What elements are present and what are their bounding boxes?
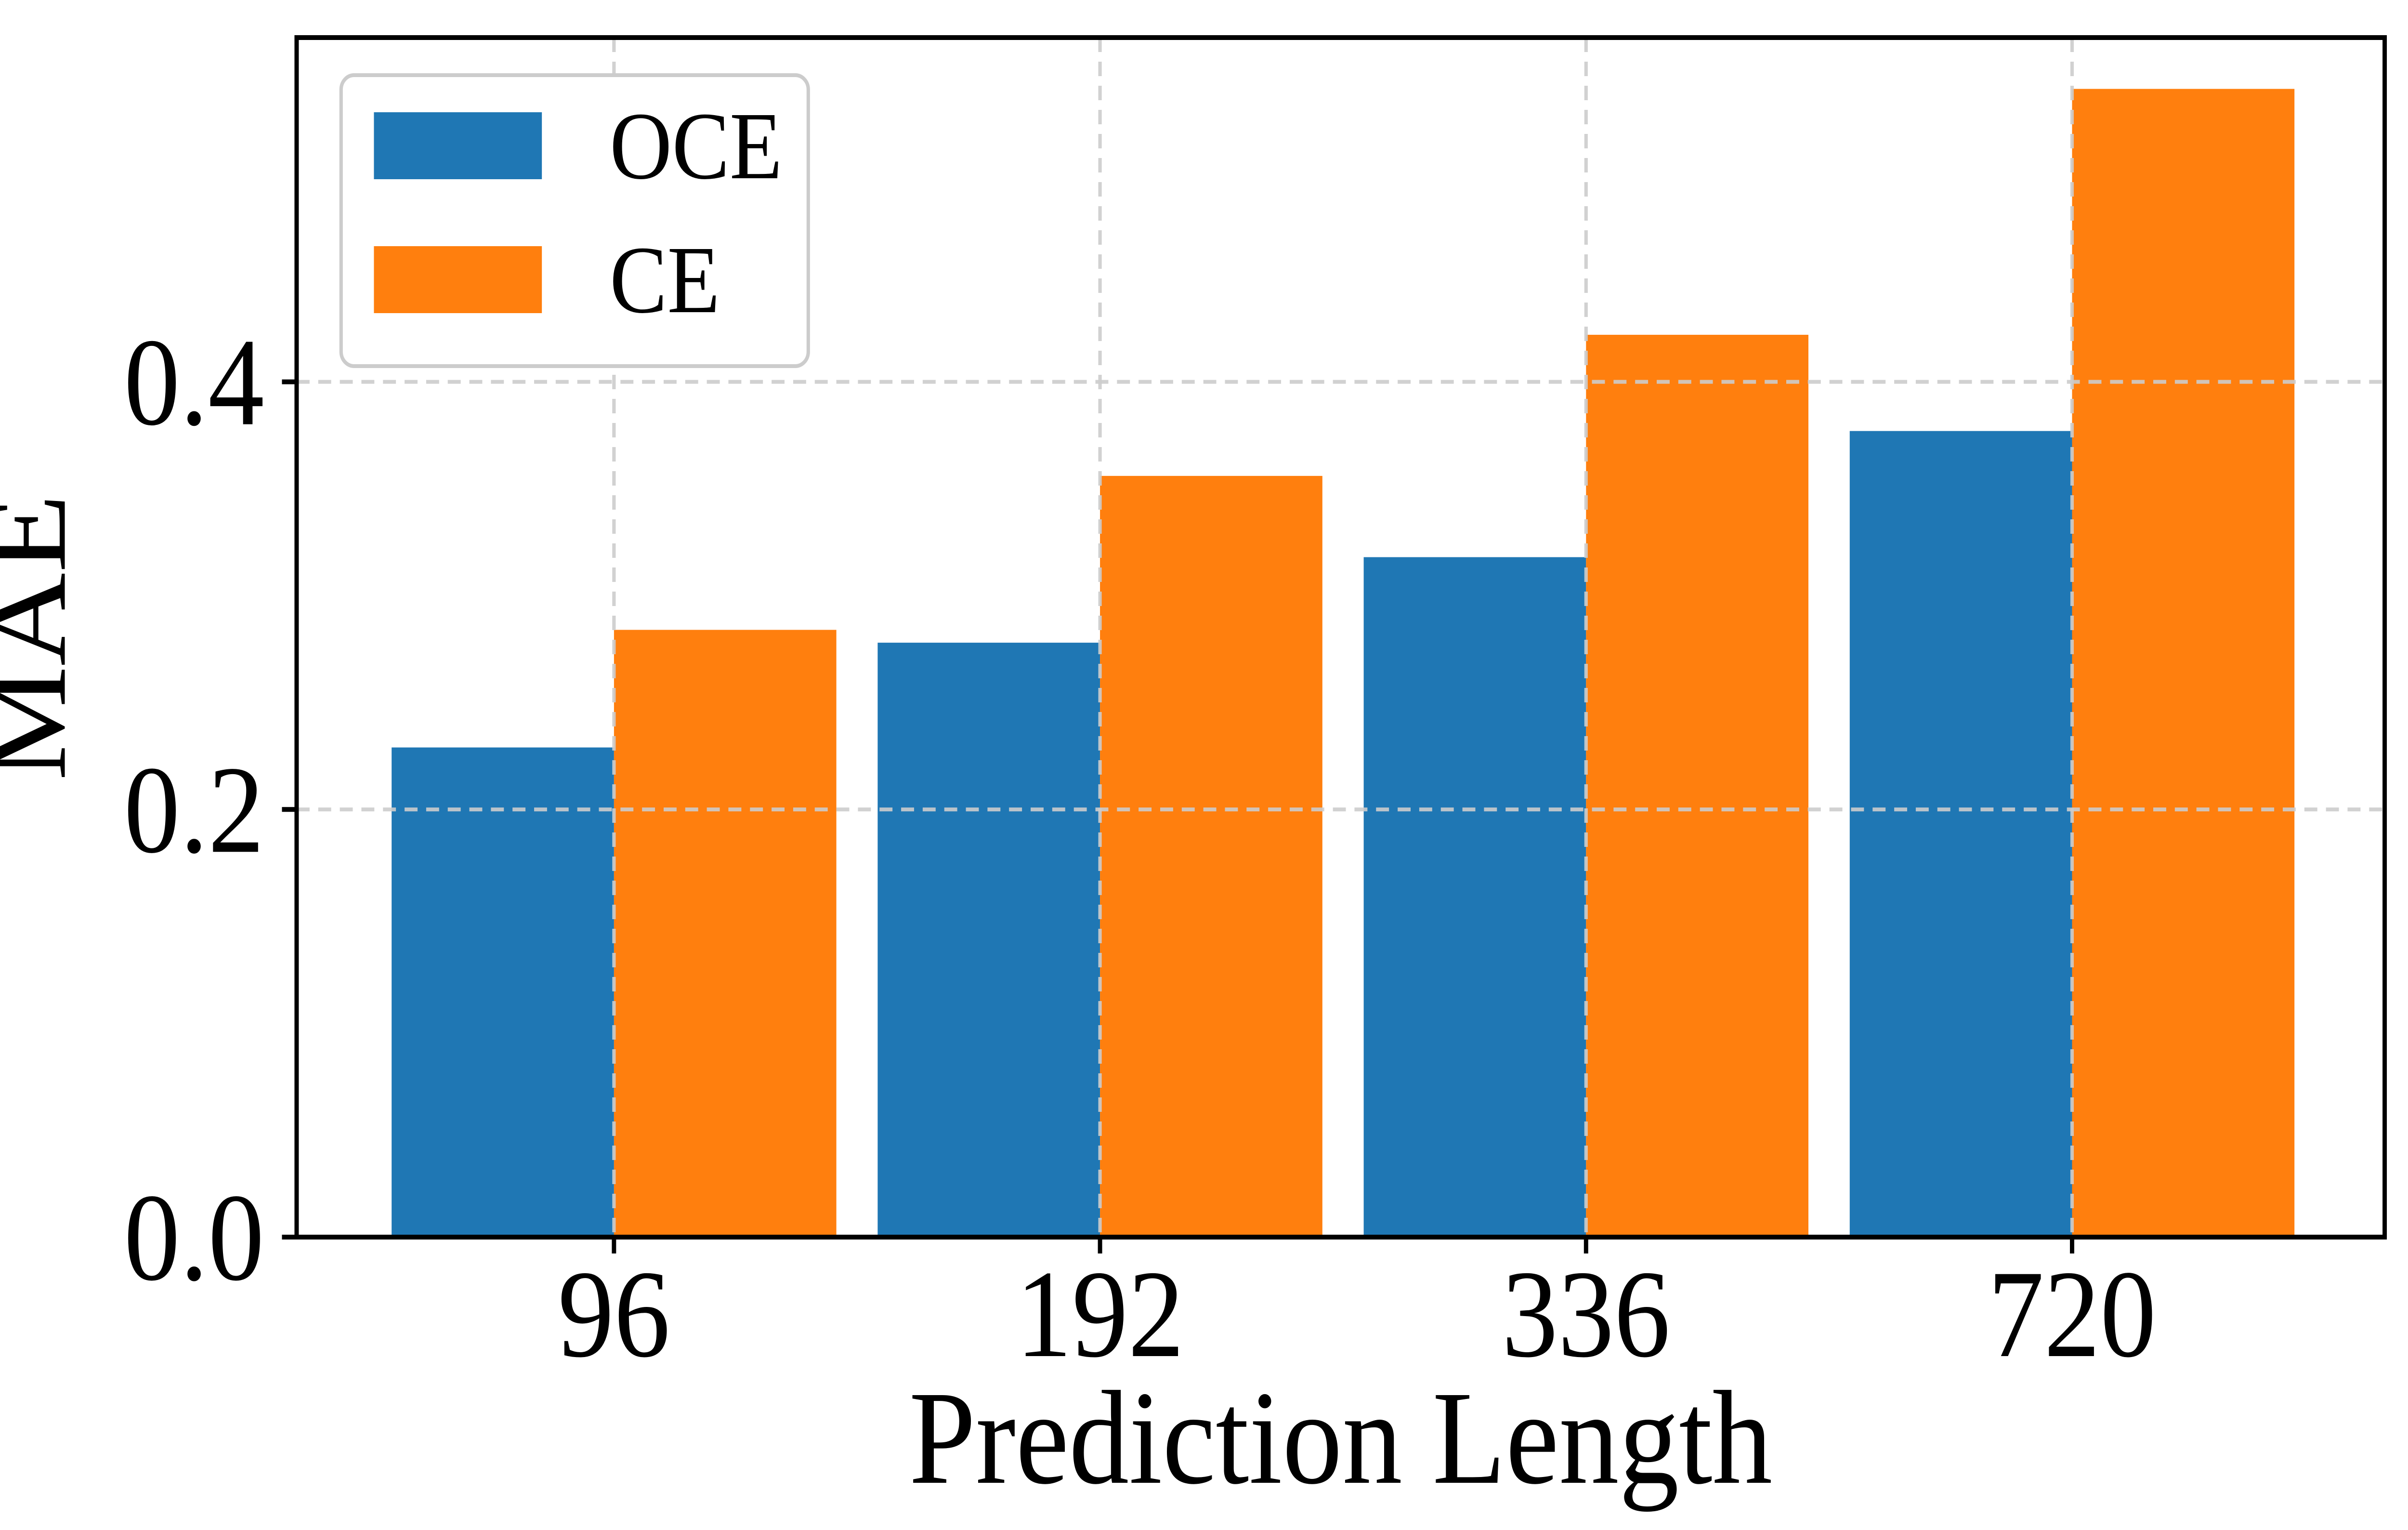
legend-label-oce: OCE xyxy=(610,93,783,199)
bar-ce-720 xyxy=(2072,89,2295,1237)
bar-ce-336 xyxy=(1586,334,1809,1237)
bar-oce-192 xyxy=(877,643,1100,1237)
y-tick-label-0.4: 0.4 xyxy=(124,313,264,451)
legend-item-ce: CE xyxy=(374,227,720,333)
x-tick-label-192: 192 xyxy=(1016,1245,1184,1383)
y-tick-label-0.2: 0.2 xyxy=(124,741,264,879)
bar-oce-336 xyxy=(1363,557,1586,1237)
y-tick-label-0.0: 0.0 xyxy=(124,1168,264,1306)
legend: OCE CE xyxy=(339,73,810,368)
legend-swatch-oce xyxy=(374,112,542,179)
bar-oce-720 xyxy=(1849,431,2072,1237)
y-axis-label: MAE xyxy=(0,494,90,781)
x-tick-label-96: 96 xyxy=(558,1245,670,1383)
x-axis-label: Prediction Length xyxy=(909,1364,1772,1512)
bar-ce-96 xyxy=(614,630,837,1237)
bar-oce-96 xyxy=(392,747,614,1237)
bar-ce-192 xyxy=(1100,475,1322,1237)
legend-label-ce: CE xyxy=(610,227,720,333)
tick-labels-group: 0.0 0.2 0.4 96 192 336 720 xyxy=(124,313,2156,1384)
x-tick-label-336: 336 xyxy=(1502,1245,1670,1383)
axes-frame-group xyxy=(282,35,2387,1253)
x-tick-label-720: 720 xyxy=(1988,1245,2157,1383)
legend-swatch-ce xyxy=(374,246,542,313)
legend-item-oce: OCE xyxy=(374,93,783,199)
bars-group xyxy=(392,89,2295,1237)
gridlines-group xyxy=(296,38,2385,1237)
axes-frame xyxy=(294,35,2387,1240)
